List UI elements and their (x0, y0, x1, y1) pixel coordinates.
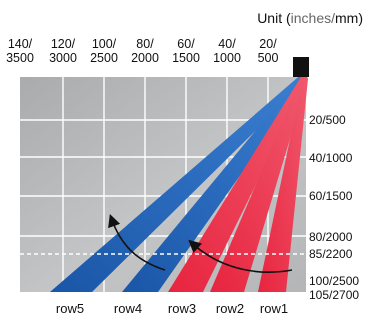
curved-arrow-left (108, 213, 166, 271)
right-scale: 20/500 40/1000 60/1500 80/2000 85/2200 1… (309, 113, 359, 302)
right-scale-label: 60/1500 (309, 189, 353, 203)
unit-mm: mm (335, 10, 359, 26)
top-scale-inches: 60/ (177, 37, 195, 51)
right-scale-label: 20/500 (309, 113, 346, 127)
top-scale-mm: 3500 (6, 51, 34, 65)
top-scale-mm: 1000 (213, 51, 241, 65)
top-scale-inches: 80/ (136, 37, 154, 51)
row-label: row2 (216, 301, 244, 316)
row-label: row4 (114, 301, 142, 316)
top-scale-mm: 3000 (49, 51, 77, 65)
row-label: row3 (168, 301, 196, 316)
unit-inches: inches (290, 10, 332, 26)
beam-row2 (210, 72, 308, 292)
beam-group (50, 72, 308, 292)
top-scale-inches: 120/ (51, 37, 76, 51)
curved-arrow-right (188, 239, 293, 273)
row-labels: row5 row4 row3 row2 row1 (56, 301, 288, 316)
top-scale-mm: 2000 (131, 51, 159, 65)
unit-label: Unit (inches/mm) (257, 10, 363, 26)
right-scale-label: 100/2500 (309, 274, 359, 288)
sensor-icon (293, 57, 309, 77)
beam-row5 (50, 72, 308, 292)
beam-row4 (122, 72, 308, 292)
right-scale-label: 40/1000 (309, 151, 353, 165)
top-scale-inches: 100/ (92, 37, 117, 51)
right-scale-label: 85/2200 (309, 247, 353, 261)
top-scale-mm: 1500 (172, 51, 200, 65)
top-scale-inches: 20/ (259, 37, 277, 51)
top-scale-mm: 500 (258, 51, 279, 65)
top-scale: 140/ 3500 120/ 3000 100/ 2500 80/ 2000 6… (6, 37, 278, 65)
row-label: row1 (260, 301, 288, 316)
beam-row1 (258, 72, 308, 292)
top-scale-mm: 2500 (90, 51, 118, 65)
unit-slash: / (331, 10, 335, 26)
unit-prefix: Unit ( (257, 10, 291, 26)
right-scale-label: 80/2000 (309, 230, 353, 244)
unit-close: ) (358, 10, 363, 26)
right-scale-label: 105/2700 (309, 288, 359, 302)
row-label: row5 (56, 301, 84, 316)
top-scale-inches: 140/ (8, 37, 33, 51)
top-scale-inches: 40/ (218, 37, 236, 51)
beam-row3 (168, 72, 308, 292)
